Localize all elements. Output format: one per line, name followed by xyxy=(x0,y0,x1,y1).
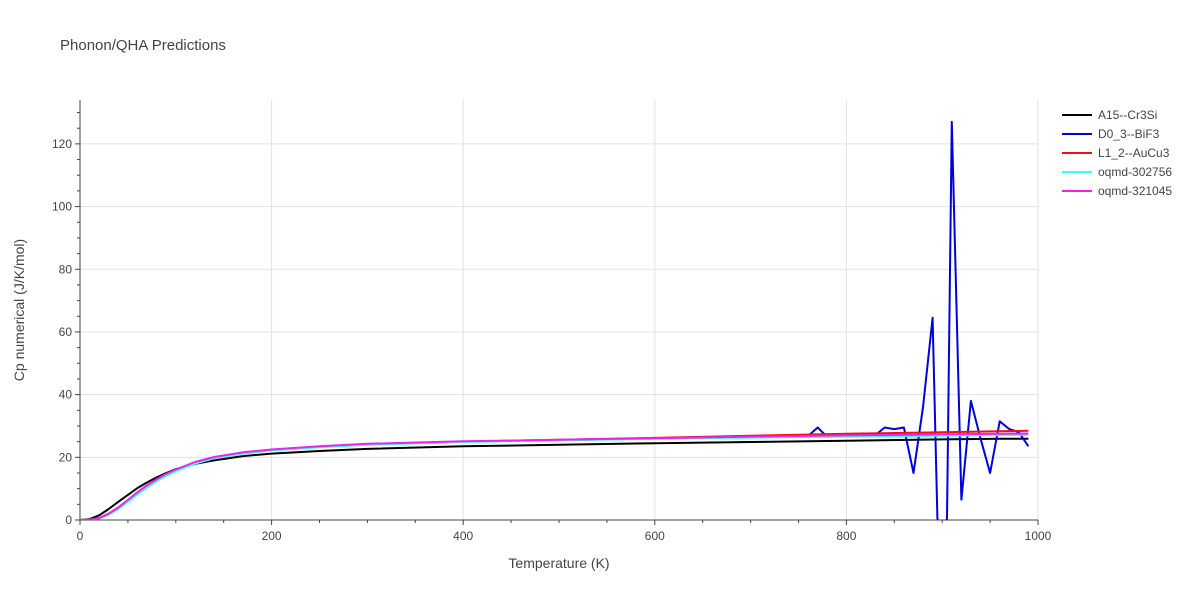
y-tick-label: 60 xyxy=(59,325,73,339)
x-tick-label: 800 xyxy=(836,529,856,543)
legend-item[interactable]: L1_2--AuCu3 xyxy=(1062,146,1170,160)
plot-area xyxy=(80,120,1030,520)
x-axis-title: Temperature (K) xyxy=(508,555,609,571)
legend-label: oqmd-302756 xyxy=(1098,165,1172,179)
series-line-oqmd-321045 xyxy=(80,432,1029,520)
legend-item[interactable]: A15--Cr3Si xyxy=(1062,108,1157,122)
legend-item[interactable]: oqmd-302756 xyxy=(1062,165,1172,179)
chart-title: Phonon/QHA Predictions xyxy=(60,37,226,54)
legend-item[interactable]: oqmd-321045 xyxy=(1062,184,1172,198)
legend-label: A15--Cr3Si xyxy=(1098,108,1157,122)
series-line-oqmd-302756 xyxy=(80,433,1029,520)
y-axis-ticks: 0 20 40 60 80 100 120 xyxy=(52,112,80,527)
x-tick-label: 0 xyxy=(77,529,84,543)
x-tick-label: 600 xyxy=(645,529,665,543)
y-tick-label: 40 xyxy=(59,388,73,402)
x-tick-label: 200 xyxy=(262,529,282,543)
y-tick-label: 80 xyxy=(59,262,73,276)
y-axis-title: Cp numerical (J/K/mol) xyxy=(11,239,27,381)
legend-label: D0_3--BiF3 xyxy=(1098,127,1160,141)
series-line-A15--Cr3Si xyxy=(80,437,1029,520)
x-axis-ticks: 0 200 400 600 800 1000 xyxy=(77,520,1052,543)
y-tick-label: 100 xyxy=(52,200,72,214)
x-tick-label: 1000 xyxy=(1025,529,1052,543)
legend-label: oqmd-321045 xyxy=(1098,184,1172,198)
series-line-D0_3--BiF3 xyxy=(80,120,1030,520)
y-tick-label: 120 xyxy=(52,137,72,151)
y-tick-label: 20 xyxy=(59,450,73,464)
legend: A15--Cr3Si D0_3--BiF3 L1_2--AuCu3 oqmd-3027… xyxy=(1062,108,1172,198)
x-tick-label: 400 xyxy=(453,529,473,543)
y-tick-label: 0 xyxy=(65,513,72,527)
legend-label: L1_2--AuCu3 xyxy=(1098,146,1170,160)
legend-item[interactable]: D0_3--BiF3 xyxy=(1062,127,1160,141)
